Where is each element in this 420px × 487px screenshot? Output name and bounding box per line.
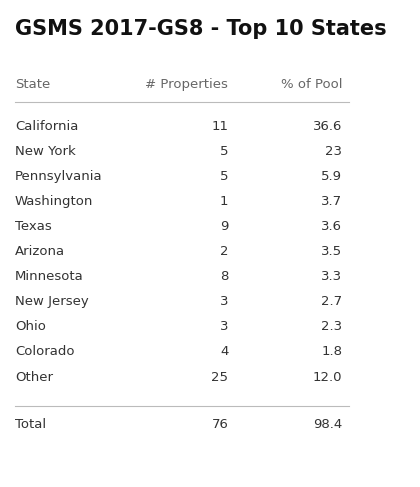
Text: 1.8: 1.8 xyxy=(321,345,342,358)
Text: 11: 11 xyxy=(211,119,228,132)
Text: Colorado: Colorado xyxy=(15,345,74,358)
Text: Washington: Washington xyxy=(15,195,93,208)
Text: 1: 1 xyxy=(220,195,228,208)
Text: 25: 25 xyxy=(211,371,228,384)
Text: 4: 4 xyxy=(220,345,228,358)
Text: Total: Total xyxy=(15,418,46,431)
Text: California: California xyxy=(15,119,78,132)
Text: 23: 23 xyxy=(325,145,342,158)
Text: 3: 3 xyxy=(220,320,228,334)
Text: GSMS 2017-GS8 - Top 10 States: GSMS 2017-GS8 - Top 10 States xyxy=(15,19,386,38)
Text: Ohio: Ohio xyxy=(15,320,46,334)
Text: 36.6: 36.6 xyxy=(313,119,342,132)
Text: 2: 2 xyxy=(220,245,228,258)
Text: 76: 76 xyxy=(211,418,228,431)
Text: 8: 8 xyxy=(220,270,228,283)
Text: 2.7: 2.7 xyxy=(321,295,342,308)
Text: 3.5: 3.5 xyxy=(321,245,342,258)
Text: New York: New York xyxy=(15,145,76,158)
Text: Minnesota: Minnesota xyxy=(15,270,84,283)
Text: State: State xyxy=(15,78,50,92)
Text: 98.4: 98.4 xyxy=(313,418,342,431)
Text: 3.3: 3.3 xyxy=(321,270,342,283)
Text: % of Pool: % of Pool xyxy=(281,78,342,92)
Text: 12.0: 12.0 xyxy=(312,371,342,384)
Text: 2.3: 2.3 xyxy=(321,320,342,334)
Text: Other: Other xyxy=(15,371,53,384)
Text: New Jersey: New Jersey xyxy=(15,295,89,308)
Text: 9: 9 xyxy=(220,220,228,233)
Text: Pennsylvania: Pennsylvania xyxy=(15,170,102,183)
Text: 3.6: 3.6 xyxy=(321,220,342,233)
Text: 5: 5 xyxy=(220,145,228,158)
Text: 3: 3 xyxy=(220,295,228,308)
Text: 5.9: 5.9 xyxy=(321,170,342,183)
Text: 5: 5 xyxy=(220,170,228,183)
Text: Texas: Texas xyxy=(15,220,52,233)
Text: 3.7: 3.7 xyxy=(321,195,342,208)
Text: Arizona: Arizona xyxy=(15,245,65,258)
Text: # Properties: # Properties xyxy=(145,78,228,92)
